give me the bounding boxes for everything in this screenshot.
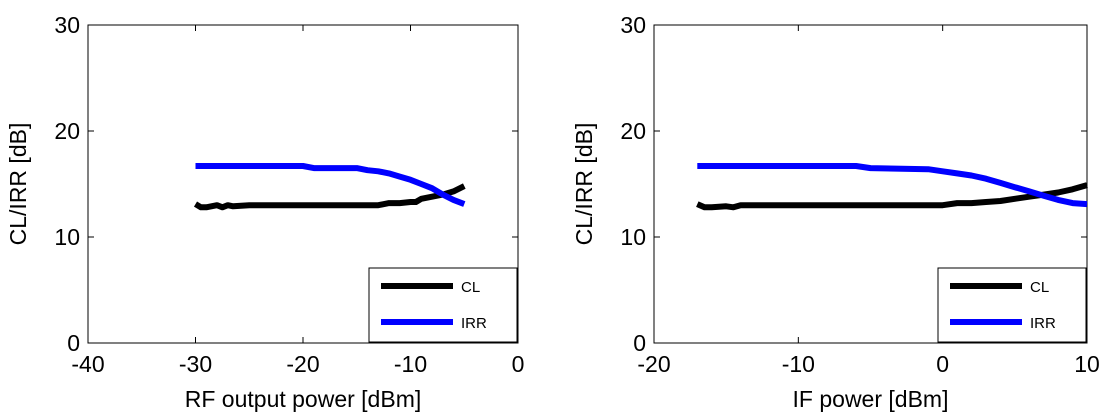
- legend-label-cl: CL: [1030, 279, 1049, 296]
- y-tick-label: 0: [67, 330, 80, 356]
- chart-panel-2: -20 -10 0 10 0 10 20 30 IF power [dBm] CL/IRR [dB…: [571, 12, 1100, 412]
- y-tick-label: 20: [54, 118, 80, 144]
- x-tick-label: 0: [512, 351, 525, 377]
- x-tick-label: -10: [394, 351, 427, 377]
- x-tick-label: -30: [179, 351, 212, 377]
- series-line-cl: [193, 183, 466, 211]
- legend-box: [937, 267, 1087, 343]
- series-line-irr: [195, 163, 466, 207]
- y-axis-label: CL/IRR [dB]: [5, 123, 31, 246]
- y-tick-label: 30: [620, 12, 646, 38]
- legend: CL IRR: [368, 267, 518, 343]
- legend-label-cl: CL: [461, 279, 480, 296]
- y-tick-label: 10: [54, 224, 80, 250]
- y-axis-label: CL/IRR [dB]: [571, 123, 597, 246]
- x-tick-label: -20: [286, 351, 319, 377]
- y-tick-label: 10: [620, 224, 646, 250]
- y-tick-label: 20: [620, 118, 646, 144]
- x-axis-label: RF output power [dBm]: [185, 386, 422, 412]
- legend-label-irr: IRR: [1030, 315, 1056, 332]
- x-tick-label: -10: [782, 351, 815, 377]
- series-line-irr: [697, 163, 1088, 208]
- x-tick-label: 0: [936, 351, 949, 377]
- y-tick-label: 30: [54, 12, 80, 38]
- x-tick-label: -20: [637, 351, 670, 377]
- y-tick-label: 0: [633, 330, 646, 356]
- x-tick-label: 10: [1074, 351, 1100, 377]
- x-tick-label: -40: [71, 351, 104, 377]
- chart-panel-1: -40 -30 -20 -10 0 0 10 20 30 RF output power [dBm…: [5, 12, 524, 412]
- legend-label-irr: IRR: [461, 315, 487, 332]
- legend-box: [368, 267, 518, 343]
- x-axis-label: IF power [dBm]: [793, 386, 949, 412]
- legend: CL IRR: [937, 267, 1087, 343]
